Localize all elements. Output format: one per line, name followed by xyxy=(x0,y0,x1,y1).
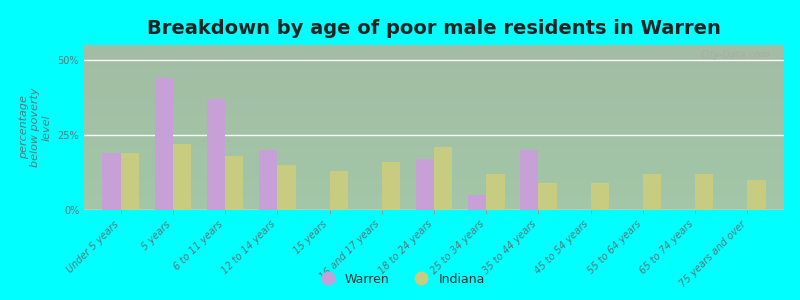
Bar xyxy=(278,165,295,210)
Title: Breakdown by age of poor male residents in Warren: Breakdown by age of poor male residents … xyxy=(147,19,721,38)
Bar xyxy=(538,183,557,210)
Bar xyxy=(695,174,714,210)
Bar xyxy=(520,150,538,210)
Bar xyxy=(416,159,434,210)
Bar xyxy=(434,147,452,210)
Bar xyxy=(590,183,609,210)
Bar xyxy=(259,150,278,210)
Bar xyxy=(225,156,243,210)
Bar xyxy=(330,171,348,210)
Y-axis label: percentage
below poverty
level: percentage below poverty level xyxy=(18,88,52,167)
Bar xyxy=(173,144,191,210)
Bar xyxy=(102,153,121,210)
Bar xyxy=(206,99,225,210)
Bar xyxy=(121,153,139,210)
Bar xyxy=(468,195,486,210)
Bar xyxy=(643,174,662,210)
Bar xyxy=(747,180,766,210)
Text: City-Data.com: City-Data.com xyxy=(700,50,770,60)
Bar xyxy=(154,78,173,210)
Bar xyxy=(382,162,400,210)
Legend: Warren, Indiana: Warren, Indiana xyxy=(310,268,490,291)
Bar xyxy=(486,174,505,210)
